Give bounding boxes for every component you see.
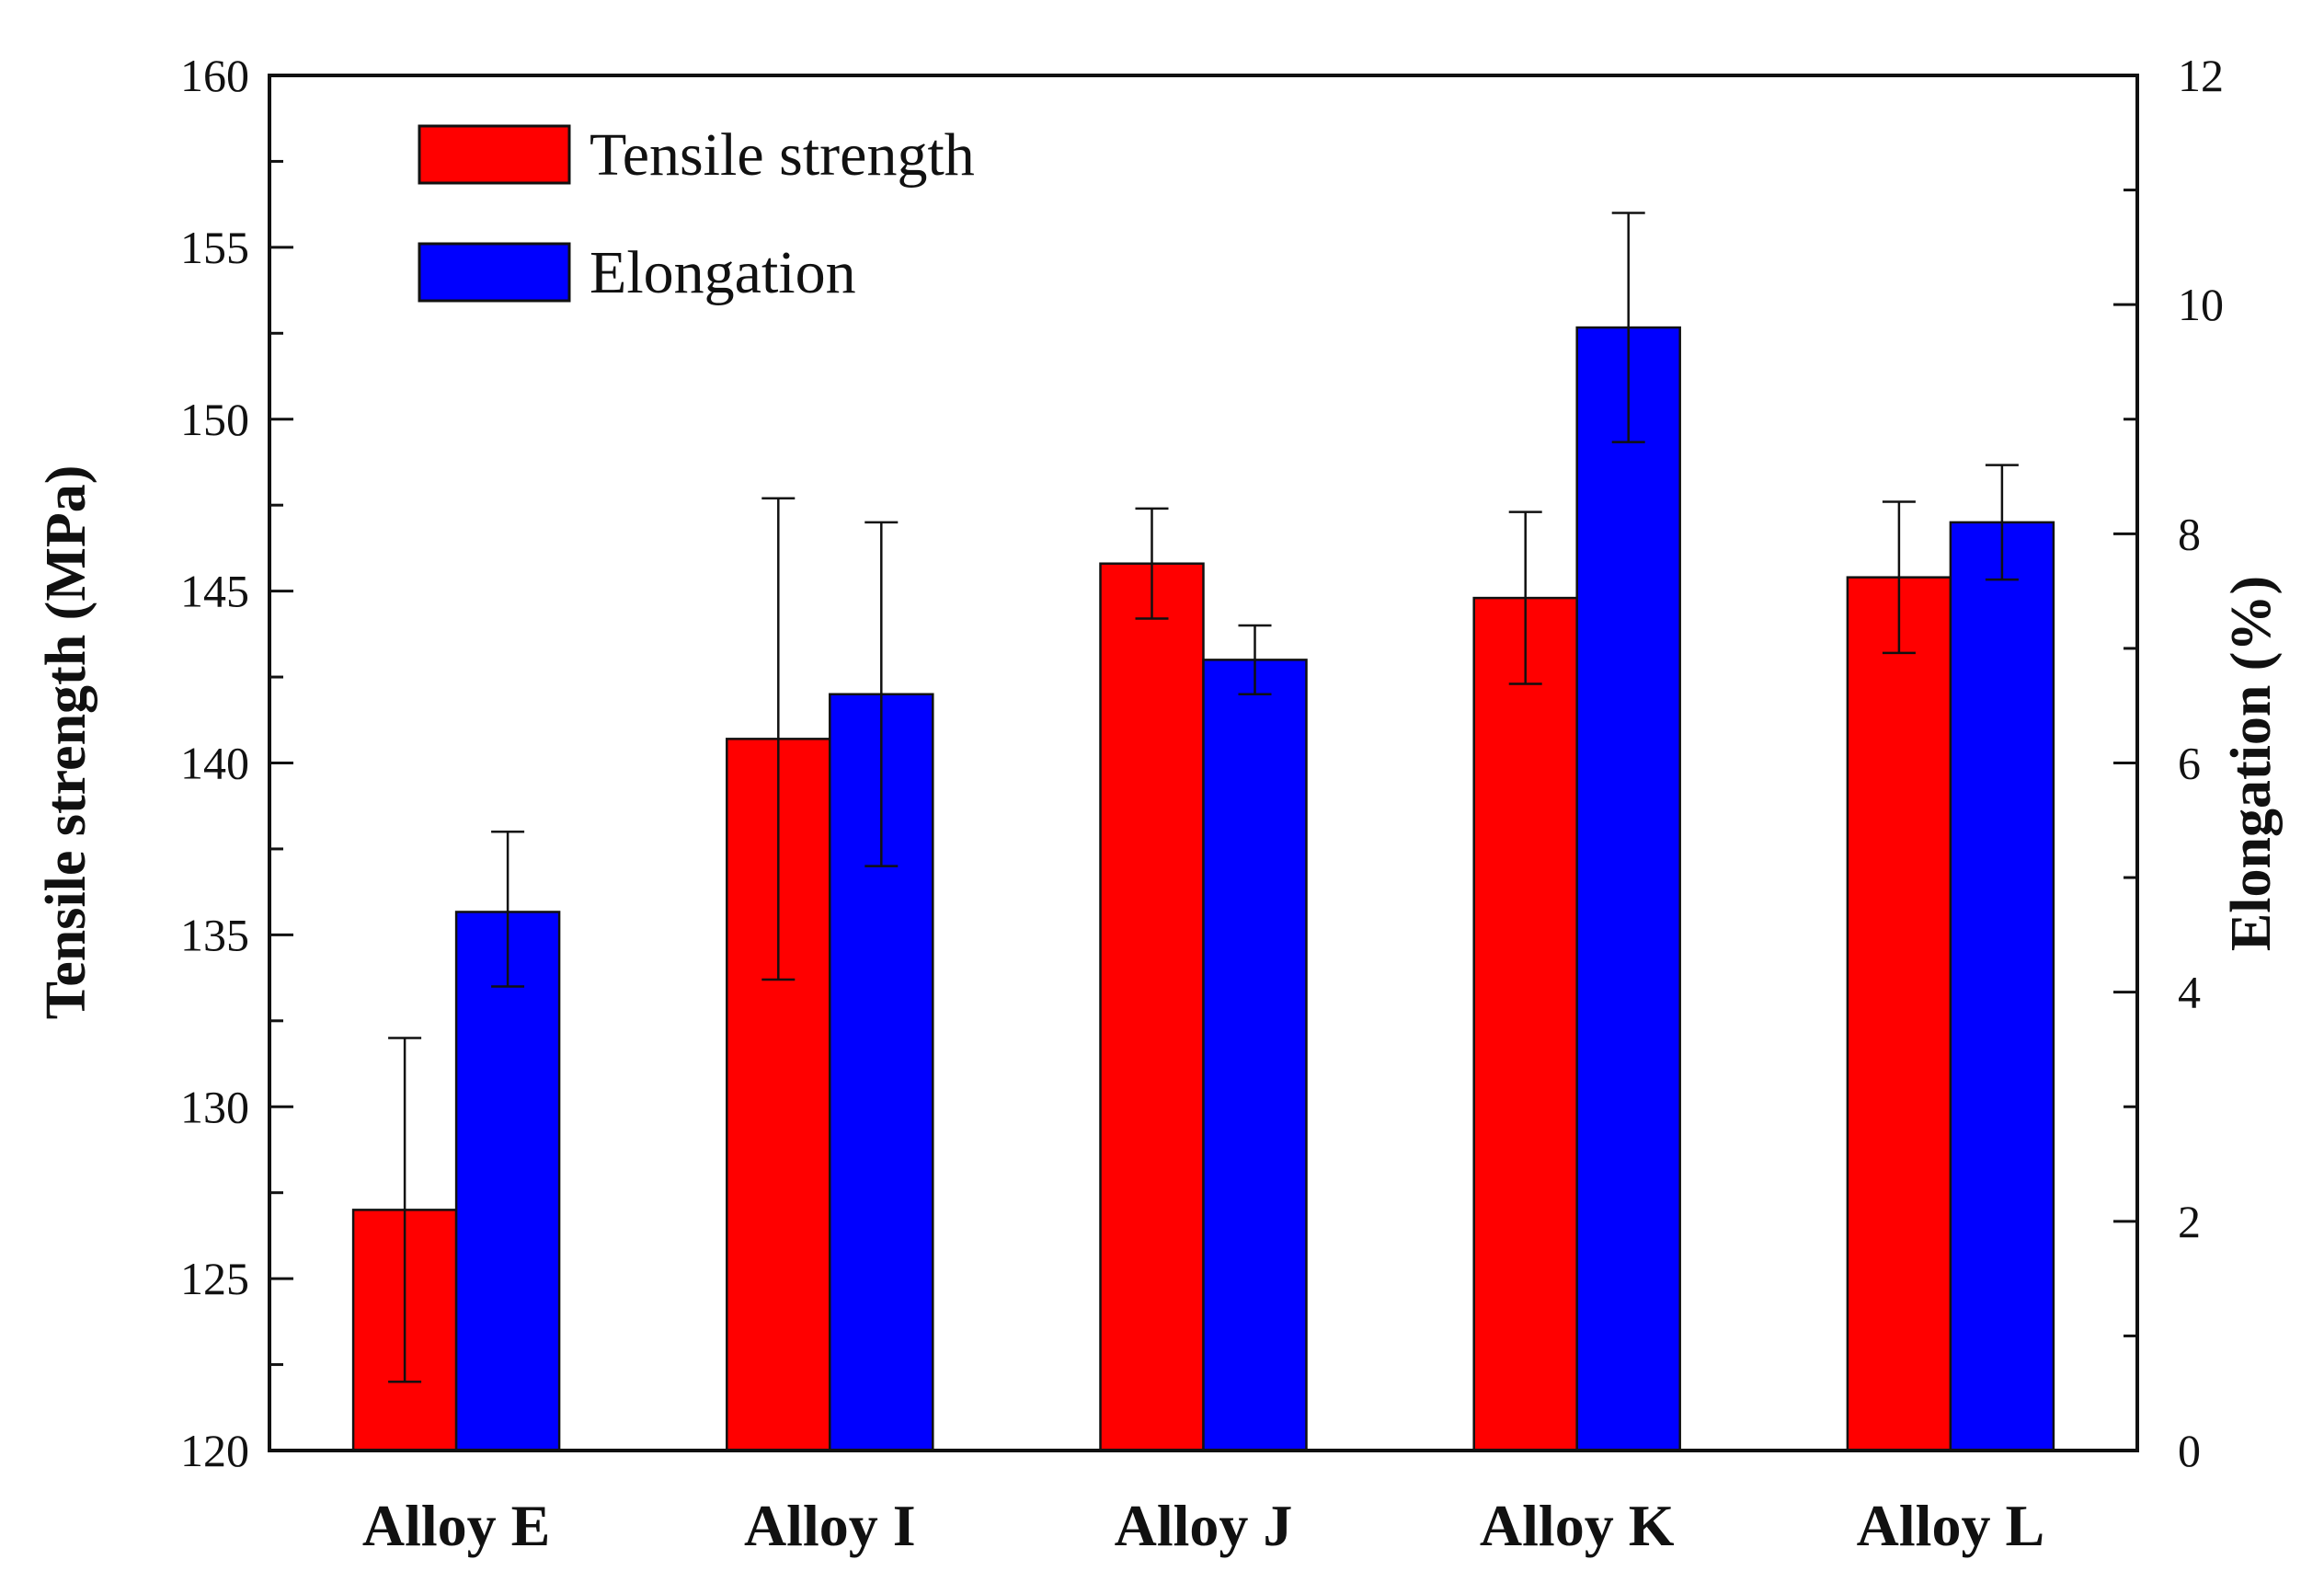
- legend-label-tensile-strength: Tensile strength: [590, 121, 975, 189]
- error-bar-tensile-strength-alloy-k: [1508, 510, 1542, 685]
- y-axis-title-right: Elongation (%): [2220, 576, 2283, 951]
- y-tick-label-left: 160: [180, 50, 249, 101]
- error-bar-tensile-strength-alloy-i: [761, 497, 796, 981]
- y-tick-label-left: 155: [180, 222, 249, 273]
- bar-elongation-alloy-k: [1575, 326, 1681, 1452]
- plot-area: [351, 212, 2055, 1452]
- error-bar-elongation-alloy-l: [1985, 464, 2019, 581]
- error-bar-elongation-alloy-i: [864, 521, 899, 867]
- y-axis-title-left: Tensile strength (MPa): [35, 465, 97, 1020]
- y-tick-label-right: 12: [2178, 50, 2224, 101]
- bar-tensile-strength-alloy-l: [1846, 576, 1952, 1452]
- legend: Tensile strength Elongation: [418, 121, 975, 306]
- x-tick-label-alloy-k: Alloy K: [1480, 1493, 1675, 1558]
- y-tick-label-left: 150: [180, 394, 249, 445]
- y-tick-label-left: 125: [180, 1253, 249, 1304]
- y-tick-label-left: 120: [180, 1425, 249, 1476]
- y-tick-label-right: 6: [2178, 738, 2201, 789]
- legend-swatch-elongation: [418, 242, 571, 303]
- error-bar-tensile-strength-alloy-e: [388, 1037, 422, 1383]
- y-tick-label-left: 145: [180, 566, 249, 617]
- error-bar-tensile-strength-alloy-l: [1882, 500, 1916, 655]
- y-tick-label-right: 10: [2178, 279, 2224, 330]
- y-tick-label-right: 0: [2178, 1425, 2201, 1476]
- y-tick-label-right: 8: [2178, 508, 2201, 559]
- x-tick-label-alloy-e: Alloy E: [362, 1493, 550, 1558]
- error-bar-tensile-strength-alloy-j: [1135, 507, 1169, 620]
- y-tick-label-left: 135: [180, 909, 249, 960]
- y-tick-label-right: 4: [2178, 967, 2201, 1018]
- bar-tensile-strength-alloy-k: [1472, 596, 1578, 1452]
- error-bar-elongation-alloy-e: [491, 831, 525, 988]
- bar-elongation-alloy-j: [1202, 659, 1308, 1452]
- legend-swatch-tensile-strength: [418, 124, 571, 185]
- bar-elongation-alloy-l: [1949, 521, 2055, 1452]
- x-tick-label-alloy-l: Alloy L: [1857, 1493, 2044, 1558]
- error-bar-elongation-alloy-k: [1611, 212, 1645, 443]
- y-tick-label-left: 130: [180, 1081, 249, 1132]
- y-tick-label-right: 2: [2178, 1196, 2201, 1247]
- axes: Alloy E Alloy I Alloy J Alloy K Alloy L12012…: [180, 50, 2224, 1558]
- x-tick-label-alloy-i: Alloy I: [744, 1493, 916, 1558]
- error-bar-elongation-alloy-j: [1238, 624, 1272, 695]
- y-tick-label-left: 140: [180, 738, 249, 789]
- legend-label-elongation: Elongation: [590, 239, 856, 306]
- bar-tensile-strength-alloy-j: [1099, 562, 1205, 1452]
- x-tick-label-alloy-j: Alloy J: [1115, 1493, 1293, 1558]
- bar-elongation-alloy-e: [454, 911, 561, 1452]
